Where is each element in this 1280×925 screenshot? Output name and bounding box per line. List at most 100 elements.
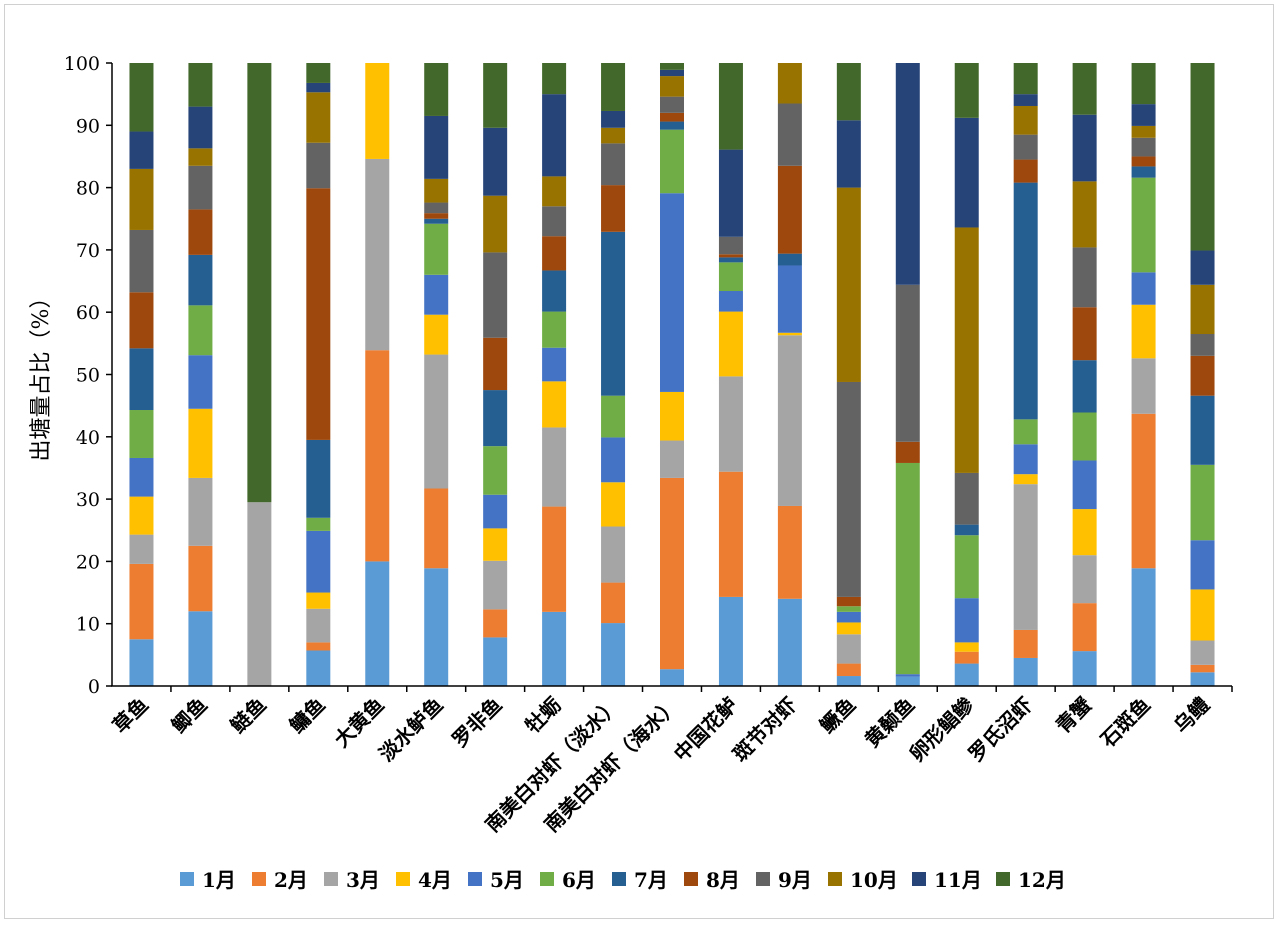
bar-segment <box>424 178 449 203</box>
bar-segment <box>1131 104 1156 126</box>
bar-segment <box>424 354 449 489</box>
x-tick-label: 鲢鱼 <box>226 693 271 738</box>
bar-segment <box>188 408 213 478</box>
bar-segment <box>660 669 684 686</box>
legend-swatch <box>612 872 626 886</box>
bar-segment <box>365 350 390 562</box>
bar-segment <box>895 63 920 285</box>
bar-segment <box>1131 125 1156 138</box>
bar-segment <box>954 117 979 228</box>
bar-segment <box>424 115 449 179</box>
bars-layer <box>129 63 1215 686</box>
bar-segment <box>836 606 861 612</box>
bar-segment <box>601 110 626 128</box>
bar-segment <box>483 637 508 686</box>
x-tick-label: 鳜鱼 <box>815 693 860 738</box>
bar-segment <box>895 674 920 677</box>
bar-segment <box>836 634 861 664</box>
bar-segment <box>601 63 626 111</box>
bar-segment <box>660 69 684 77</box>
bar-segment <box>483 446 508 495</box>
bar-segment <box>660 477 684 670</box>
x-tick-label: 鳙鱼 <box>285 693 330 738</box>
bar-segment <box>1013 105 1038 135</box>
x-tick-label: 草鱼 <box>108 693 153 738</box>
legend-swatch <box>180 872 194 886</box>
y-tick-label: 80 <box>76 178 100 200</box>
bar-segment <box>1013 474 1038 485</box>
y-tick-label: 20 <box>76 551 100 573</box>
legend-swatch <box>252 872 266 886</box>
bar-segment <box>718 376 743 472</box>
bar-segment <box>424 274 449 315</box>
legend-label: 2月 <box>274 868 308 892</box>
bar-segment <box>660 440 684 478</box>
bar-segment <box>660 193 684 392</box>
bar-segment <box>895 284 920 442</box>
bar-segment <box>1072 651 1097 686</box>
legend-swatch <box>828 872 842 886</box>
bar-segment <box>483 252 508 338</box>
bar-segment <box>1131 304 1156 359</box>
bar-segment <box>188 254 213 306</box>
bar-segment <box>306 188 331 440</box>
y-axis-label: 出塘量占比（%） <box>29 287 54 462</box>
bar-segment <box>483 390 508 447</box>
bar-segment <box>188 209 213 255</box>
bar-segment <box>1072 555 1097 604</box>
bar-segment <box>718 291 743 312</box>
legend-item: 10月 <box>828 868 898 892</box>
bar-segment <box>542 206 567 237</box>
bar-segment <box>718 257 743 263</box>
bar-segment <box>1131 156 1156 167</box>
bar-segment <box>777 598 802 686</box>
bar-segment <box>836 622 861 635</box>
bar-segment <box>483 494 508 529</box>
y-tick-label: 0 <box>88 676 100 698</box>
legend-label: 4月 <box>418 868 452 892</box>
bar-segment <box>836 611 861 623</box>
bar-segment <box>777 165 802 254</box>
bar-segment <box>483 63 508 128</box>
bar-segment <box>836 63 861 121</box>
bar-segment <box>483 195 508 253</box>
bar-segment <box>660 112 684 122</box>
bar-segment <box>1131 568 1156 686</box>
legend-item: 6月 <box>540 868 596 892</box>
bar-segment <box>306 517 331 531</box>
bar-segment <box>718 471 743 597</box>
bar-segment <box>306 642 331 651</box>
bar-segment <box>660 63 684 70</box>
legend-label: 10月 <box>850 868 898 892</box>
bar-segment <box>954 598 979 643</box>
bar-segment <box>188 165 213 210</box>
bar-segment <box>954 472 979 525</box>
legend-label: 5月 <box>490 868 524 892</box>
bar-segment <box>601 185 626 232</box>
bar-segment <box>601 143 626 186</box>
bar-segment <box>129 348 154 411</box>
bar-segment <box>188 148 213 166</box>
bar-segment <box>1190 640 1215 665</box>
bar-segment <box>306 650 331 686</box>
legend-label: 6月 <box>562 868 596 892</box>
bar-segment <box>1013 94 1038 106</box>
bar-segment <box>1190 672 1215 686</box>
bar-segment <box>1072 509 1097 556</box>
bar-segment <box>718 236 743 255</box>
bar-segment <box>483 528 508 561</box>
bar-segment <box>836 187 861 382</box>
bar-segment <box>718 63 743 150</box>
x-tick-label: 鲫鱼 <box>167 693 212 738</box>
bar-segment <box>1131 413 1156 569</box>
bar-segment <box>718 596 743 686</box>
bar-segment <box>129 168 154 230</box>
bar-segment <box>424 488 449 569</box>
y-tick-label: 100 <box>64 53 100 75</box>
bar-segment <box>777 335 802 506</box>
bar-segment <box>1013 657 1038 686</box>
bar-segment <box>777 505 802 599</box>
legend-item: 7月 <box>612 868 668 892</box>
legend-label: 1月 <box>202 868 236 892</box>
bar-segment <box>542 63 567 95</box>
